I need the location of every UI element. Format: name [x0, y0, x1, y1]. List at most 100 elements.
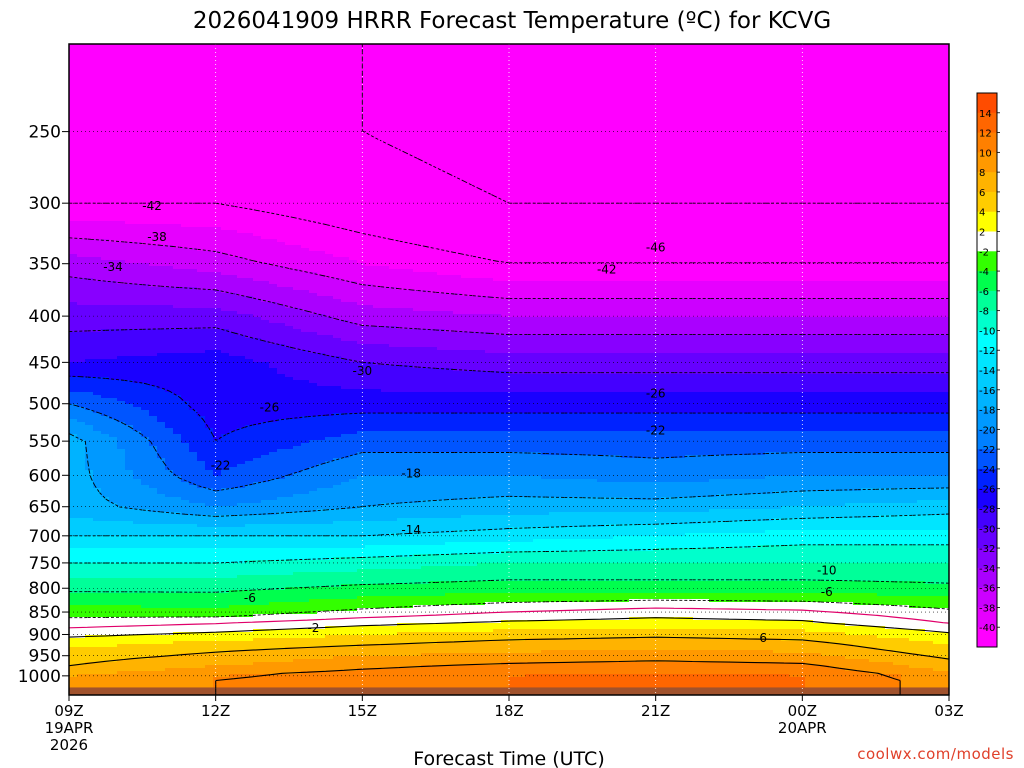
temperature-cell — [149, 263, 270, 267]
colorbar-swatch — [977, 508, 997, 529]
temperature-cell — [453, 368, 949, 372]
temperature-cell — [69, 347, 294, 351]
temperature-cell — [861, 488, 949, 492]
temperature-cell — [149, 383, 318, 387]
temperature-cell — [157, 446, 190, 450]
temperature-cell — [805, 662, 894, 666]
temperature-cell — [69, 77, 949, 81]
temperature-cell — [653, 548, 949, 552]
contour-label: -6 — [821, 585, 833, 599]
temperature-cell — [69, 50, 949, 54]
temperature-cell — [117, 437, 150, 441]
temperature-cell — [181, 440, 310, 444]
temperature-cell — [69, 488, 102, 492]
temperature-cell — [221, 350, 310, 354]
temperature-cell — [197, 410, 949, 414]
colorbar-swatch — [977, 389, 997, 411]
colorbar-swatch — [977, 211, 997, 232]
temperature-cell — [805, 677, 902, 681]
colorbar-swatch — [977, 627, 997, 648]
contour-label: -42 — [142, 199, 162, 213]
temperature-cell — [69, 281, 118, 285]
temperature-cell — [141, 482, 190, 486]
colorbar-swatch — [977, 290, 997, 312]
temperature-cell — [325, 353, 949, 357]
temperature-cell — [69, 416, 110, 420]
temperature-cell — [141, 605, 230, 609]
temperature-cell — [125, 449, 158, 453]
temperature-cell — [157, 419, 206, 423]
temperature-cell — [85, 440, 118, 444]
temperature-cell — [485, 350, 949, 354]
temperature-cell — [285, 587, 949, 591]
temperature-cell — [109, 500, 190, 504]
temperature-cell — [93, 479, 142, 483]
colorbar-label: -8 — [979, 307, 989, 318]
temperature-cell — [173, 428, 214, 432]
temperature-cell — [69, 401, 126, 405]
temperature-cell — [69, 128, 949, 132]
temperature-cell — [333, 317, 949, 321]
temperature-cell — [69, 446, 86, 450]
contour-layer — [69, 44, 949, 695]
temperature-cell — [261, 338, 342, 342]
temperature-cell — [109, 497, 182, 501]
temperature-cell — [69, 236, 262, 240]
temperature-cell — [221, 272, 318, 276]
temperature-cell — [597, 479, 710, 483]
temperature-cell — [77, 302, 278, 306]
temperature-cell — [85, 458, 126, 462]
y-tick-label: 650 — [29, 498, 61, 518]
temperature-cell — [365, 545, 758, 549]
temperature-cell — [445, 593, 878, 597]
colorbar-swatch — [977, 429, 997, 450]
temperature-cell — [197, 452, 270, 456]
temperature-cell — [93, 473, 134, 477]
temperature-cell — [413, 269, 949, 273]
temperature-cell — [629, 599, 710, 603]
temperature-cell — [309, 467, 949, 471]
temperature-cell — [149, 509, 318, 513]
temperature-cell — [173, 305, 286, 309]
temperature-cell — [69, 410, 94, 414]
temperature-cell — [805, 680, 902, 684]
temperature-cell — [757, 545, 949, 549]
temperature-cell — [253, 278, 342, 282]
temperature-cell — [69, 332, 238, 336]
y-tick-label: 700 — [29, 527, 61, 547]
contour-label: -10 — [817, 564, 837, 578]
contour-label: 6 — [759, 631, 767, 645]
temperature-cell — [69, 290, 222, 294]
temperature-cell — [93, 485, 150, 489]
temperature-cell — [69, 521, 134, 525]
temperature-cell — [869, 659, 949, 663]
temperature-cell — [69, 326, 294, 330]
temperature-cell — [357, 323, 949, 327]
colorbar-swatch — [977, 607, 997, 628]
temperature-cell — [101, 431, 142, 435]
temperature-cell — [357, 302, 949, 306]
isotherm-line — [69, 433, 949, 517]
temperature-cell — [69, 677, 214, 681]
temperature-cell — [293, 377, 949, 381]
temperature-cell — [229, 590, 949, 594]
temperature-cell — [69, 563, 478, 567]
temperature-cell — [765, 530, 949, 534]
temperature-cell — [69, 575, 238, 579]
temperature-cell — [493, 629, 806, 633]
temperature-cell — [309, 350, 486, 354]
contour-label: -2 — [307, 621, 319, 635]
temperature-cell — [501, 620, 814, 624]
temperature-cell — [325, 626, 886, 630]
temperature-cell — [709, 509, 949, 513]
temperature-cell — [109, 434, 142, 438]
temperature-cell — [109, 239, 278, 243]
temperature-cell — [253, 260, 358, 264]
temperature-cell — [117, 503, 206, 507]
colorbar-label: 8 — [979, 168, 985, 179]
temperature-cell — [165, 494, 294, 498]
colorbar-swatch — [977, 93, 997, 114]
temperature-cell — [901, 680, 949, 684]
temperature-cell — [525, 638, 782, 642]
temperature-cell — [421, 566, 949, 570]
